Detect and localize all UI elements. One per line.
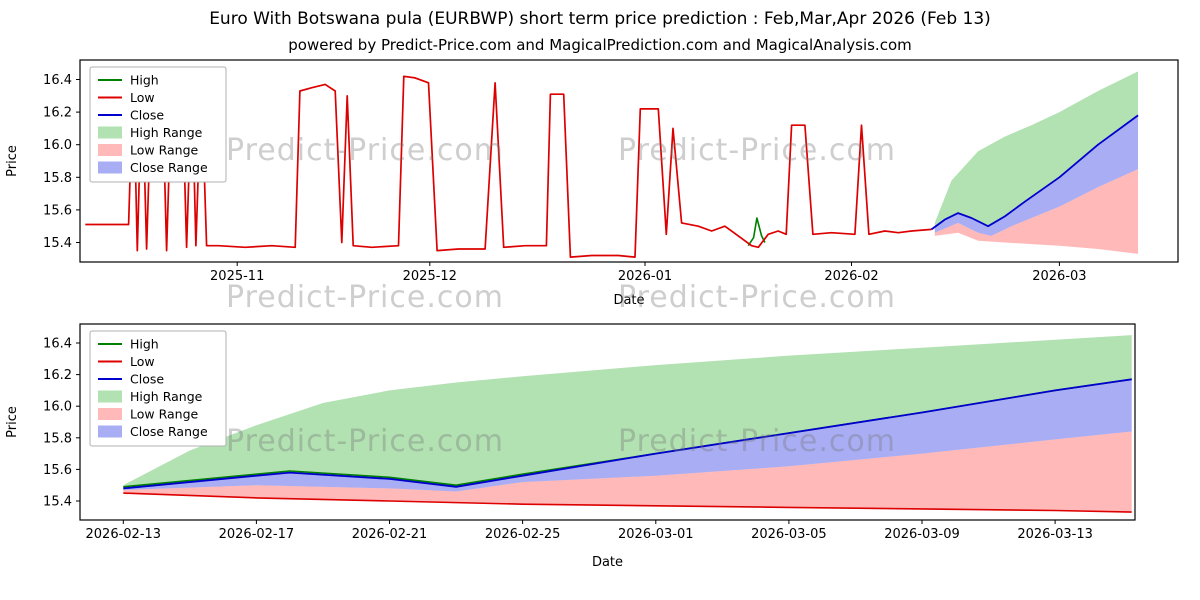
- x-axis-label: Date: [613, 293, 644, 308]
- y-tick-label: 15.8: [43, 171, 72, 186]
- plot-border: [79, 59, 1179, 263]
- x-tick-label: 2026-03-05: [751, 527, 827, 542]
- y-tick-label: 15.8: [43, 431, 72, 446]
- legend-box: [89, 330, 227, 447]
- band-close-range: [123, 379, 1132, 492]
- y-axis-label: Price: [5, 145, 20, 177]
- legend-label: High: [130, 337, 159, 352]
- legend-label: Low: [130, 354, 155, 369]
- x-axis-label: Date: [592, 555, 623, 570]
- legend-label: High: [130, 73, 159, 88]
- legend-label: Close: [130, 108, 164, 123]
- band-high-range: [123, 335, 1132, 489]
- x-tick-label: 2025-12: [403, 269, 457, 284]
- legend-patch-sample: [98, 161, 122, 174]
- legend-label: High Range: [130, 125, 203, 140]
- legend-label: Low Range: [130, 143, 199, 158]
- band-close-range: [934, 115, 1138, 236]
- x-tick-label: 2026-01: [618, 269, 672, 284]
- y-tick-label: 16.0: [43, 138, 72, 153]
- x-tick-label: 2026-02: [824, 269, 878, 284]
- y-tick-label: 15.4: [43, 236, 72, 251]
- series-close: [123, 378, 1132, 490]
- series-close: [930, 114, 1139, 231]
- band-low-range: [123, 431, 1132, 513]
- x-tick-label: 2025-11: [210, 269, 264, 284]
- legend-patch-sample: [98, 390, 122, 403]
- x-tick-label: 2026-03-01: [618, 527, 694, 542]
- legend-patch-sample: [98, 425, 122, 438]
- x-tick-label: 2026-03-09: [884, 527, 960, 542]
- legend-patch-sample: [98, 408, 122, 420]
- y-tick-label: 16.2: [43, 368, 72, 383]
- y-tick-label: 16.2: [43, 106, 72, 121]
- band-high-range: [934, 71, 1138, 228]
- legend-label: Close Range: [130, 424, 208, 439]
- legend-label: Low Range: [130, 407, 199, 422]
- y-tick-label: 16.4: [43, 337, 72, 352]
- legend-label: Close Range: [130, 160, 208, 175]
- top-price-chart: 2025-11 2025-12 2026-01 2026-02 2026-03 15.4 1…: [5, 59, 1179, 308]
- y-tick-label: 15.6: [43, 463, 72, 478]
- chart-title: Euro With Botswana pula (EURBWP) short t…: [209, 9, 991, 29]
- x-tick-label: 2026-02-25: [485, 527, 561, 542]
- y-axis-label: Price: [5, 406, 20, 438]
- legend-box: [89, 66, 227, 183]
- series-high: [747, 217, 766, 247]
- plot-border: [79, 323, 1136, 521]
- bottom-price-chart: 2026-02-13 2026-02-17 2026-02-21 2026-02-25…: [5, 323, 1136, 570]
- series-low: [123, 492, 1132, 513]
- y-tick-label: 16.4: [43, 73, 72, 88]
- legend-patch-sample: [98, 126, 122, 139]
- y-tick-label: 15.6: [43, 203, 72, 218]
- x-tick-label: 2026-03: [1032, 269, 1086, 284]
- legend-patch-sample: [98, 144, 122, 156]
- x-tick-label: 2026-03-13: [1017, 527, 1093, 542]
- band-low-range: [934, 169, 1138, 254]
- legend-label: Low: [130, 90, 155, 105]
- y-tick-label: 16.0: [43, 400, 72, 415]
- y-tick-label: 15.4: [43, 495, 72, 510]
- chart-subtitle: powered by Predict-Price.com and Magical…: [288, 36, 912, 54]
- x-tick-label: 2026-02-17: [219, 527, 295, 542]
- x-tick-label: 2026-02-21: [352, 527, 428, 542]
- legend-label: High Range: [130, 389, 203, 404]
- legend-label: Close: [130, 372, 164, 387]
- x-tick-label: 2026-02-13: [86, 527, 162, 542]
